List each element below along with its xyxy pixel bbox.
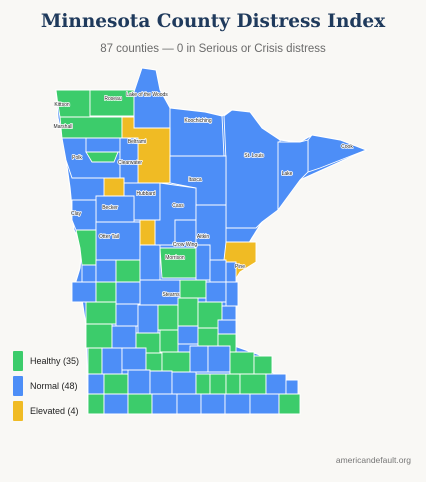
county-cell-37: [161, 351, 191, 373]
legend-label-healthy: Healthy (35): [30, 355, 80, 366]
county-cell-44: [127, 369, 151, 395]
county-cell-39: [207, 345, 231, 373]
county-label-beltrami: Beltrami: [128, 139, 146, 145]
county-cell-1: [85, 151, 119, 163]
county-cell-19: [115, 303, 139, 327]
county-cell-33: [87, 347, 103, 375]
county-cell-3: [139, 219, 156, 246]
county-otter-tail: [95, 221, 141, 261]
county-label-st-louis: St. Louis: [244, 153, 264, 159]
county-koochiching: [169, 107, 225, 157]
county-cell-61: [278, 393, 301, 415]
legend-label-normal: Normal (48): [30, 380, 78, 391]
county-cell-13: [95, 281, 117, 303]
county-cell-16: [205, 281, 227, 303]
county-label-pine: Pine: [235, 264, 245, 270]
legend-label-elevated: Elevated (4): [30, 405, 79, 416]
county-label-koochiching: Koochiching: [184, 118, 211, 124]
county-cell-27: [111, 325, 137, 349]
county-cell-34: [101, 347, 123, 375]
county-label-becker: Becker: [102, 205, 118, 211]
county-label-lake: Lake: [282, 171, 293, 177]
county-lake-of-the-woods: [133, 67, 171, 129]
county-cell-7: [115, 259, 141, 283]
county-cell-59: [224, 393, 251, 415]
county-cell-51: [265, 373, 287, 395]
county-cell-6: [95, 259, 117, 283]
county-cell-58: [200, 393, 226, 415]
county-cell-36: [145, 352, 163, 372]
county-cell-52: [285, 379, 299, 395]
county-cell-24: [221, 305, 237, 321]
county-label-clearwater: Clearwater: [118, 160, 143, 166]
county-cell-50: [239, 373, 267, 395]
county-cell-10: [209, 259, 227, 283]
county-cell-29: [159, 329, 179, 353]
county-label-lake-of-the-woods: Lake of the Woods: [126, 92, 168, 98]
county-cell-25: [217, 319, 237, 335]
county-label-otter-tail: Otter Tail: [99, 234, 119, 240]
page-title: Minnesota County Distress Index: [40, 11, 386, 32]
county-cell-14: [115, 281, 141, 305]
county-cell-8: [139, 244, 161, 281]
county-cell-56: [151, 393, 178, 415]
county-label-aitkin: Aitkin: [197, 234, 209, 240]
county-cell-2: [103, 177, 125, 197]
legend-swatch-normal: [13, 375, 23, 396]
county-cell-55: [127, 393, 153, 415]
county-cell-46: [171, 371, 197, 395]
county-label-morrison: Morrison: [165, 255, 185, 261]
county-morrison: [159, 247, 197, 279]
county-label-itasca: Itasca: [188, 177, 202, 183]
county-label-marshall: Marshall: [54, 124, 73, 130]
county-cell-45: [149, 370, 173, 395]
county-cell-35: [121, 347, 147, 371]
county-cell-21: [157, 304, 179, 331]
county-cell-26: [85, 323, 113, 349]
legend-swatch-healthy: [13, 350, 23, 371]
county-cell-49: [225, 373, 241, 395]
county-cell-40: [229, 351, 255, 375]
county-cell-41: [253, 355, 273, 375]
county-cell-48: [209, 373, 227, 395]
county-cell-31: [197, 327, 219, 347]
county-cell-12: [71, 281, 97, 303]
legend-swatch-elevated: [13, 400, 23, 421]
county-cell-17: [225, 281, 239, 307]
county-label-cass: Cass: [172, 203, 184, 209]
legend-item-healthy: Healthy (35): [13, 350, 79, 371]
county-cell-57: [176, 393, 202, 415]
county-cell-20: [137, 304, 159, 334]
county-label-cook: Cook: [341, 144, 353, 150]
county-cell-53: [87, 393, 105, 415]
county-cell-38: [189, 345, 209, 373]
legend-item-normal: Normal (48): [13, 375, 79, 396]
county-cell-42: [87, 373, 105, 395]
county-label-stearns: Stearns: [162, 292, 180, 298]
county-label-roseau: Roseau: [104, 96, 121, 102]
county-cell-15: [179, 279, 207, 299]
county-label-hubbard: Hubbard: [136, 191, 155, 197]
county-cell-43: [103, 373, 129, 395]
county-cell-47: [195, 373, 211, 395]
county-st-louis: [223, 109, 281, 229]
county-cell-9: [195, 244, 211, 281]
legend-item-elevated: Elevated (4): [13, 400, 79, 421]
county-label-polk: Polk: [72, 155, 82, 161]
county-cell-22: [177, 297, 199, 327]
county-cook: [307, 134, 368, 173]
legend: Healthy (35) Normal (48) Elevated (4): [13, 350, 79, 425]
county-lake: [277, 139, 309, 212]
page-subtitle: 87 counties — 0 in Serious or Crisis dis…: [100, 43, 326, 55]
county-label-clay: Clay: [71, 211, 82, 217]
county-cell-18: [85, 301, 117, 325]
county-label-crow-wing: Crow Wing: [173, 242, 198, 248]
county-cell-60: [249, 393, 280, 415]
county-cell-30: [177, 325, 199, 345]
source-credit: americandefault.org: [335, 455, 411, 465]
county-label-kittson: Kittson: [54, 102, 70, 108]
county-cell-54: [103, 393, 129, 415]
county-cell-4: [75, 229, 97, 266]
